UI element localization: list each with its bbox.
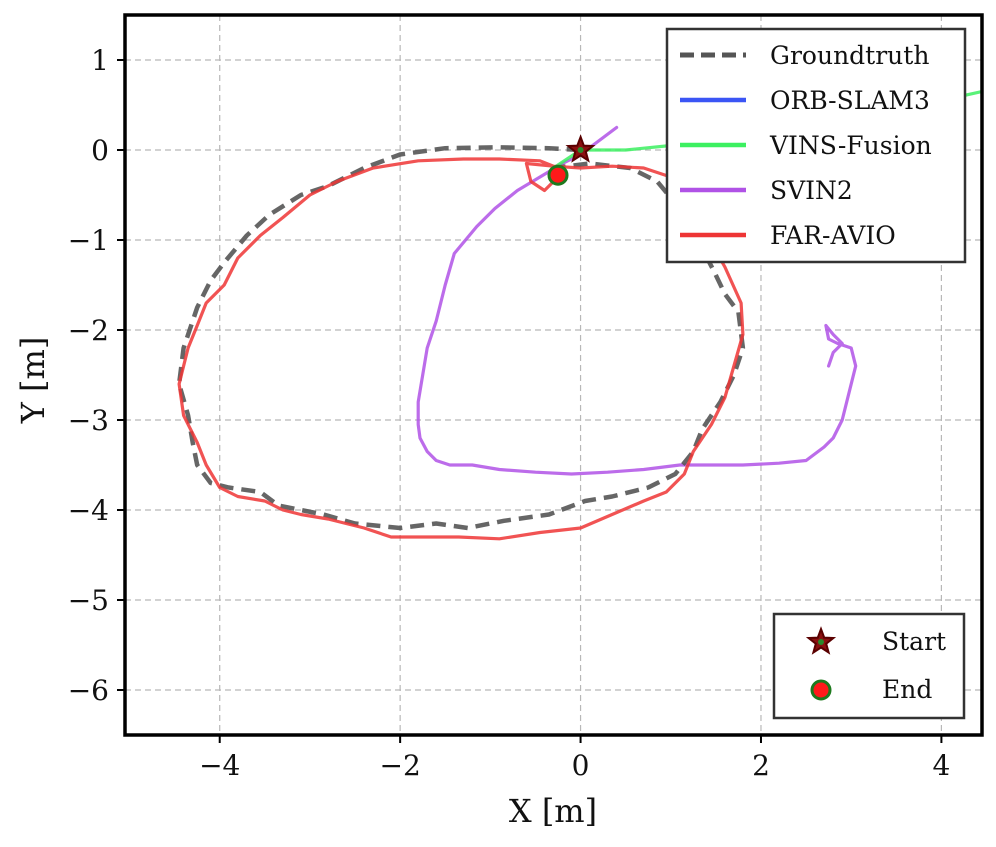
- x-tick-label: 4: [932, 749, 950, 782]
- end-marker: [547, 164, 569, 186]
- marker-legend: Start End: [772, 612, 966, 720]
- legend-label-end: End: [882, 675, 932, 704]
- series-line-svin2: [416, 125, 858, 476]
- series-legend: Groundtruth ORB-SLAM3 VINS-Fusion SVIN2 …: [665, 27, 967, 264]
- legend-label-svin2: SVIN2: [770, 176, 853, 205]
- y-tick-label: 0: [91, 134, 109, 167]
- x-tick-label: −4: [199, 749, 240, 782]
- legend-label-far-avio: FAR-AVIO: [770, 221, 896, 250]
- legend-label-orb-slam3: ORB-SLAM3: [770, 86, 930, 115]
- ticks: −4 −2 0 2 4 1 0 −1 −2 −3 −4 −5 −6: [68, 44, 951, 782]
- x-tick-label: 2: [752, 749, 770, 782]
- series-line-groundtruth: [176, 145, 746, 531]
- plot-frame: [123, 13, 984, 737]
- y-tick-label: −2: [68, 314, 109, 347]
- y-tick-label: −4: [68, 494, 109, 527]
- x-tick-label: −2: [380, 749, 421, 782]
- y-tick-label: −3: [68, 404, 109, 437]
- y-axis-label: Y [m]: [14, 337, 52, 425]
- y-tick-label: 1: [91, 44, 109, 77]
- y-tick-label: −5: [68, 584, 109, 617]
- legend-label-vins-fusion: VINS-Fusion: [769, 131, 932, 160]
- x-axis-label: X [m]: [509, 792, 597, 830]
- y-tick-label: −6: [68, 674, 109, 707]
- start-marker-center: [577, 147, 584, 153]
- marker-layer: [547, 134, 596, 186]
- legend-label-start: Start: [882, 627, 946, 656]
- marker-legend-box: [772, 612, 966, 720]
- x-tick-label: 0: [572, 749, 590, 782]
- legend-star-center: [818, 639, 824, 645]
- legend-label-groundtruth: Groundtruth: [770, 41, 929, 70]
- legend-end-icon: [810, 679, 832, 701]
- y-tick-label: −1: [68, 224, 109, 257]
